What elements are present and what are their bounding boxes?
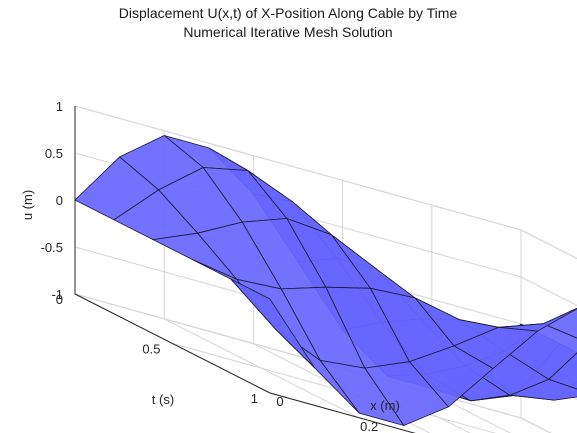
x-tick-label: 0.2: [360, 419, 378, 433]
grid-line: [520, 417, 552, 433]
grid-line: [520, 276, 577, 306]
t-tick-label: 1: [251, 391, 258, 406]
z-tick-label: -0.5: [41, 240, 63, 255]
z-tick-label: 0: [56, 193, 63, 208]
z-tick-label: 1: [56, 99, 63, 114]
chart-title: Displacement U(x,t) of X-Position Along …: [119, 5, 458, 21]
z-tick-label: 0.5: [45, 146, 63, 161]
t-tick-label: 0: [56, 292, 63, 307]
t-axis-line: [74, 293, 271, 394]
chart-subtitle: Numerical Iterative Mesh Solution: [183, 24, 392, 40]
grid-line: [520, 417, 552, 433]
surface-facet: [230, 278, 315, 369]
y-axis-label: t (s): [152, 392, 174, 407]
x-axis-label: x (m): [370, 398, 400, 413]
x-tick-label: 0: [276, 394, 283, 409]
surface-mesh: [74, 135, 577, 427]
grid-line: [74, 105, 522, 231]
z-axis-label: u (m): [20, 190, 35, 220]
z-tick-label: -1: [51, 287, 63, 302]
grid-line: [431, 392, 512, 433]
grid-line: [520, 229, 577, 259]
t-tick-label: 0.5: [142, 342, 160, 357]
x-axis-line: [269, 392, 416, 433]
